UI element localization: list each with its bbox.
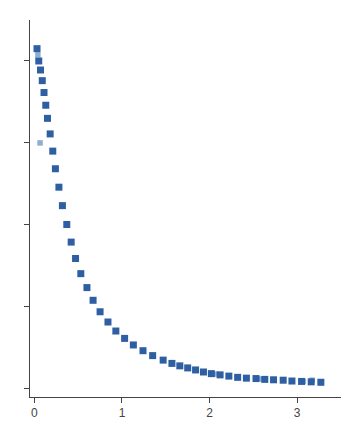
svg-text:3: 3 [294,406,301,420]
svg-text:1: 1 [119,406,126,420]
svg-text:0: 0 [31,406,38,420]
svg-text:2: 2 [206,406,213,420]
